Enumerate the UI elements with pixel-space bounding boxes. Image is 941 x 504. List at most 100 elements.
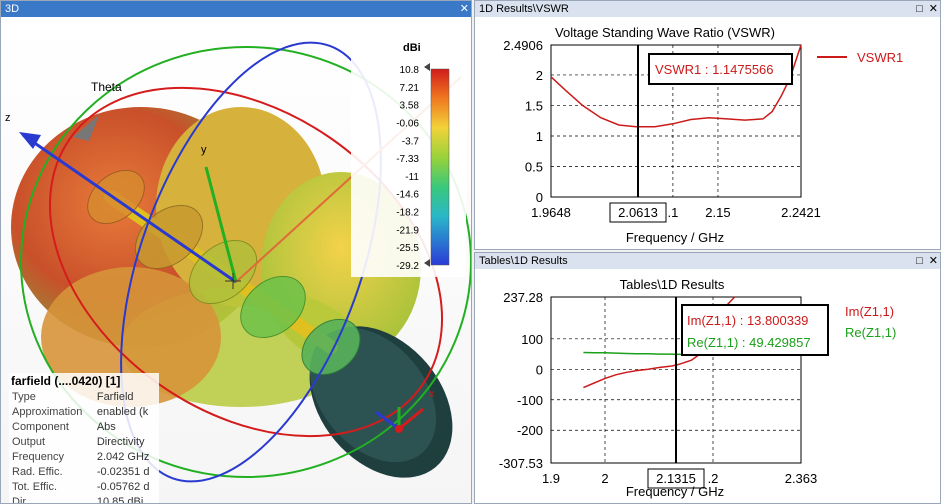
director-disk-5 [301,318,361,376]
info-row: Rad. Effic. -0.02351 d [9,464,159,479]
y-tick-label: 0 [536,362,543,377]
impedance-chart[interactable]: Tables\1D Results 237.28 100 0 -100 -200 -307… [475,269,940,503]
info-row: Tot. Effic. -0.05762 d [9,479,159,494]
x-tick-label: .1 [667,205,678,220]
info-row-value: enabled (k [96,405,149,418]
legend-label-re: Re(Z1,1) [845,325,896,340]
gizmo-z [375,410,400,431]
close-icon[interactable]: ✕ [459,3,469,15]
info-row-value: 10.85 dBi [96,495,144,504]
pane-table-titlebar[interactable]: Tables\1D Results □ ✕ [475,253,940,269]
axis-z-label: z [5,112,11,124]
info-row: Dir. 10.85 dBi [9,494,159,504]
lobe-front [41,267,221,407]
director-disk-4 [240,275,306,339]
ring-blue [120,41,382,483]
legend-label-im: Im(Z1,1) [845,304,894,319]
scale-tick-label: -0.06 [396,118,419,129]
info-row-label: Rad. Effic. [12,465,63,478]
info-row-value: Abs [96,420,116,433]
scale-unit: dBi [403,42,421,54]
vswr-pane[interactable]: 1D Results\VSWR □ ✕ Voltage Standing Wav… [474,0,941,250]
pane-vswr-title: 1D Results\VSWR [479,3,569,15]
farfield-plot: Theta z y x [5,41,471,483]
tables-1d-results-pane[interactable]: Tables\1D Results □ ✕ Tables\1D Results … [474,252,941,504]
x-tick-label: 2.363 [785,471,818,486]
pane-table-title: Tables\1D Results [479,255,568,267]
gizmo-x [398,407,424,431]
marker-label-re: Re(Z1,1) : 49.429857 [687,335,811,350]
ring-green [20,46,471,478]
x-tick-label: .2 [708,471,719,486]
y-tick-label: 2.4906 [503,38,543,53]
scale-tick-label: 7.21 [400,83,420,94]
y-tick-label: -200 [517,423,543,438]
x-tick-label: 1.9 [542,471,560,486]
crosshair-cursor [225,273,241,289]
info-row-label: Approximation [12,405,83,418]
farfield-info-panel: farfield (....0420) [1] Type Farfield Appr… [9,373,159,504]
scale-bar [430,68,450,266]
marker-x-box [609,202,667,223]
y-tick-label: -100 [517,393,543,408]
marker-label: VSWR1 : 1.1475566 [655,62,774,77]
scale-tick-label: -7.33 [396,154,419,165]
info-row-label: Frequency [12,450,64,463]
info-row: Output Directivity [9,434,159,449]
y-tick-label: 237.28 [503,290,543,305]
info-row-label: Type [12,390,36,403]
farfield-3d-pane[interactable]: 3D ✕ [0,0,472,504]
scale-tick-label: -25.5 [396,243,419,254]
scale-tick-label: -29.2 [396,261,419,272]
info-row: Type Farfield [9,389,159,404]
farfield-viewport[interactable]: Theta z y x dBi 10.8 7.21 3.58 -0.06 -3.7 -7.… [1,17,471,503]
info-row-label: Output [12,435,46,448]
y-axis [204,166,238,283]
axis-y-label: y [201,144,207,156]
marker-label-box [681,304,829,356]
maximize-icon[interactable]: □ [916,3,923,15]
scale-top-arrow [424,63,430,71]
z-axis [22,133,237,284]
scale-tick-label: -11 [405,172,419,183]
info-row-label: Dir. [12,495,29,504]
y-tick-label: 0 [536,190,543,205]
marker-x-box [647,468,705,489]
marker-label-im: Im(Z1,1) : 13.800339 [687,313,808,328]
scale-tick-label: 3.58 [400,101,420,112]
info-row: Approximation enabled (k [9,404,159,419]
pane-vswr-titlebar[interactable]: 1D Results\VSWR □ ✕ [475,1,940,17]
info-row-label: Tot. Effic. [12,480,58,493]
info-row-value: -0.05762 d [96,480,150,493]
scale-tick-label: -21.9 [396,225,419,236]
info-row: Component Abs [9,419,159,434]
info-row-value: -0.02351 d [96,465,150,478]
z-axis-arrow [19,132,41,149]
info-row-value: Farfield [96,390,134,403]
scale-tick-label: -18.2 [396,208,419,219]
x-axis-label: Frequency / GHz [626,484,724,499]
vswr-chart[interactable]: Voltage Standing Wave Ratio (VSWR) 2.490… [475,17,940,249]
x-tick-label: 2 [601,471,608,486]
info-table: Type Farfield Approximation enabled (k Compo… [9,389,159,504]
x-tick-label: 1.9648 [531,205,571,220]
scale-tick-label: -3.7 [402,136,420,147]
pane-3d-titlebar[interactable]: 3D ✕ [1,1,471,17]
info-header: farfield (....0420) [1] [11,374,121,388]
x-tick-label: 2.15 [705,205,730,220]
scale-tick-label: 10.8 [400,65,420,76]
close-icon[interactable]: ✕ [928,3,938,15]
marker-x-label: 2.1315 [656,471,696,486]
chart-title: Tables\1D Results [620,277,725,292]
ring-red [48,86,444,438]
chart-title: Voltage Standing Wave Ratio (VSWR) [555,25,775,40]
maximize-icon[interactable]: □ [916,255,923,267]
y-tick-label: 0.5 [525,159,543,174]
marker-label-box [648,53,793,85]
y-tick-label: -307.53 [499,456,543,471]
theta-arrow [73,115,99,141]
marker-x-label: 2.0613 [618,205,658,220]
info-row-label: Component [12,420,69,433]
close-icon[interactable]: ✕ [928,255,938,267]
y-tick-label: 100 [521,332,543,347]
